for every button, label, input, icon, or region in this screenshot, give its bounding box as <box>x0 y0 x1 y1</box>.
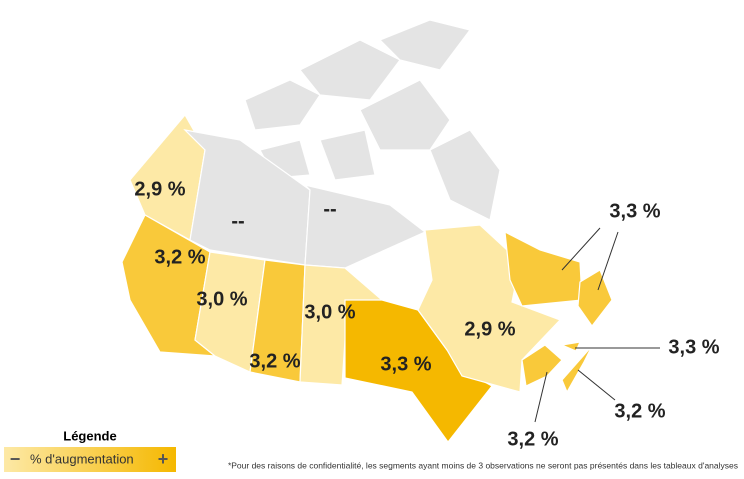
island <box>299 39 401 101</box>
region-label: 3,2 % <box>614 400 665 422</box>
island <box>359 79 451 151</box>
region-label: 2,9 % <box>134 178 185 200</box>
region-label: 3,0 % <box>304 301 355 323</box>
region <box>561 345 593 394</box>
leader-line <box>561 227 601 271</box>
labels: 2,9 % -- -- 3,2 % 3,0 % 3,2 % 3,0 % 3,3 % 2,9 % 3… <box>134 178 719 450</box>
region <box>521 344 563 387</box>
leader-line <box>577 369 616 401</box>
arctic-islands <box>244 19 501 221</box>
region-label: 3,2 % <box>507 428 558 450</box>
region <box>504 230 583 307</box>
leader-line <box>534 371 548 423</box>
legend-minus: − <box>10 449 21 469</box>
leader-line <box>597 231 619 291</box>
region <box>344 299 493 443</box>
footnote: *Pour des raisons de confidentialité, le… <box>228 460 738 470</box>
legend-title: Légende <box>63 428 116 443</box>
island <box>378 19 472 71</box>
region <box>194 251 266 373</box>
region <box>183 129 311 266</box>
legend-plus: + <box>158 449 169 469</box>
region-label: 3,2 % <box>154 246 205 268</box>
region-label: -- <box>231 210 244 232</box>
region-label: 2,9 % <box>464 318 515 340</box>
region-label: 3,2 % <box>249 350 300 372</box>
island <box>429 129 501 221</box>
region-label: 3,3 % <box>380 353 431 375</box>
legend-bar <box>4 447 176 472</box>
island <box>244 79 321 131</box>
region-label: 3,3 % <box>609 200 660 222</box>
region-label: 3,3 % <box>668 336 719 358</box>
region-label: -- <box>323 198 336 220</box>
region <box>559 341 582 352</box>
island <box>319 129 376 181</box>
region-label: 3,0 % <box>196 288 247 310</box>
leaders <box>534 227 660 423</box>
region <box>577 269 613 328</box>
legend-label: % d'augmentation <box>30 451 134 466</box>
regions <box>121 113 613 443</box>
